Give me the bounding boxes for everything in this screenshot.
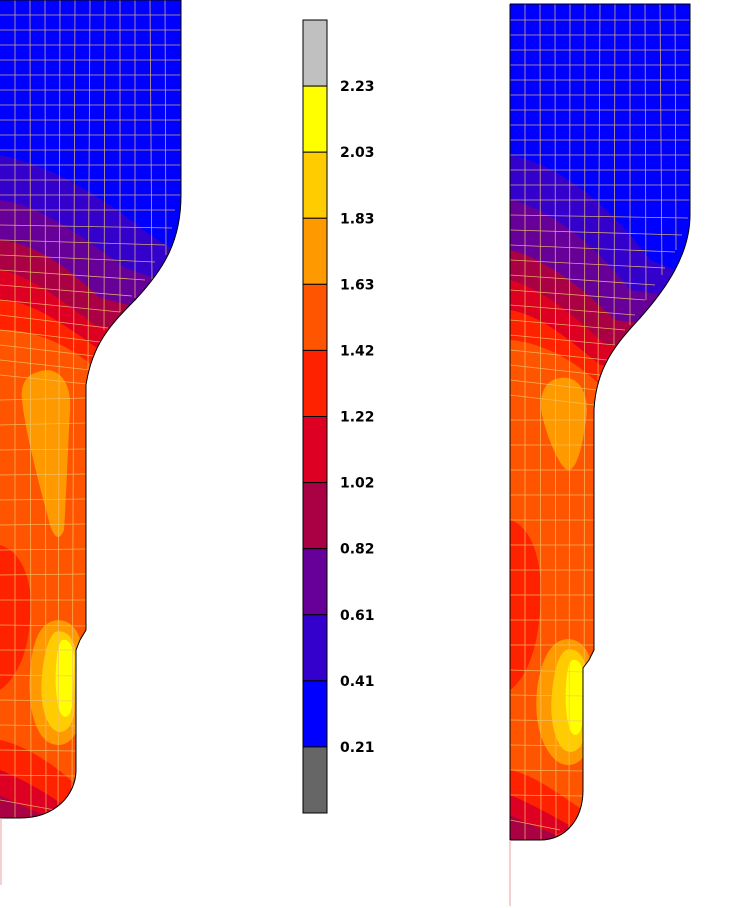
legend-swatch (302, 85, 328, 153)
legend-label: 1.83 (340, 211, 375, 227)
legend-swatch (302, 19, 328, 87)
legend-label: 1.22 (340, 410, 375, 426)
legend-swatch (302, 746, 328, 814)
left-part (0, 0, 182, 885)
right-part (509, 3, 691, 906)
legend-swatch (302, 548, 328, 616)
right-part-outline (509, 3, 691, 841)
legend-label: 1.63 (340, 277, 375, 293)
right-contour-field (510, 4, 690, 840)
legend-swatch (302, 680, 328, 748)
legend-swatch (302, 349, 328, 417)
legend-swatch (302, 283, 328, 351)
color-legend: 2.23 2.03 1.83 1.63 1.42 1.22 1.02 0.82 0.61 0.41… (302, 19, 375, 814)
legend-swatch (302, 217, 328, 285)
legend-label: 1.42 (340, 343, 375, 359)
legend-label: 0.41 (340, 674, 375, 690)
legend-label: 0.61 (340, 608, 375, 624)
legend-label: 0.82 (340, 542, 375, 558)
legend-swatch (302, 151, 328, 219)
left-contour-field (0, 0, 181, 818)
legend-label: 2.03 (340, 145, 375, 161)
legend-label: 2.23 (340, 79, 375, 95)
legend-swatch (302, 614, 328, 682)
legend-label: 1.02 (340, 476, 375, 492)
legend-label: 0.21 (340, 740, 375, 756)
legend-swatch (302, 482, 328, 550)
legend-swatch (302, 416, 328, 484)
left-part-outline (0, 0, 182, 819)
